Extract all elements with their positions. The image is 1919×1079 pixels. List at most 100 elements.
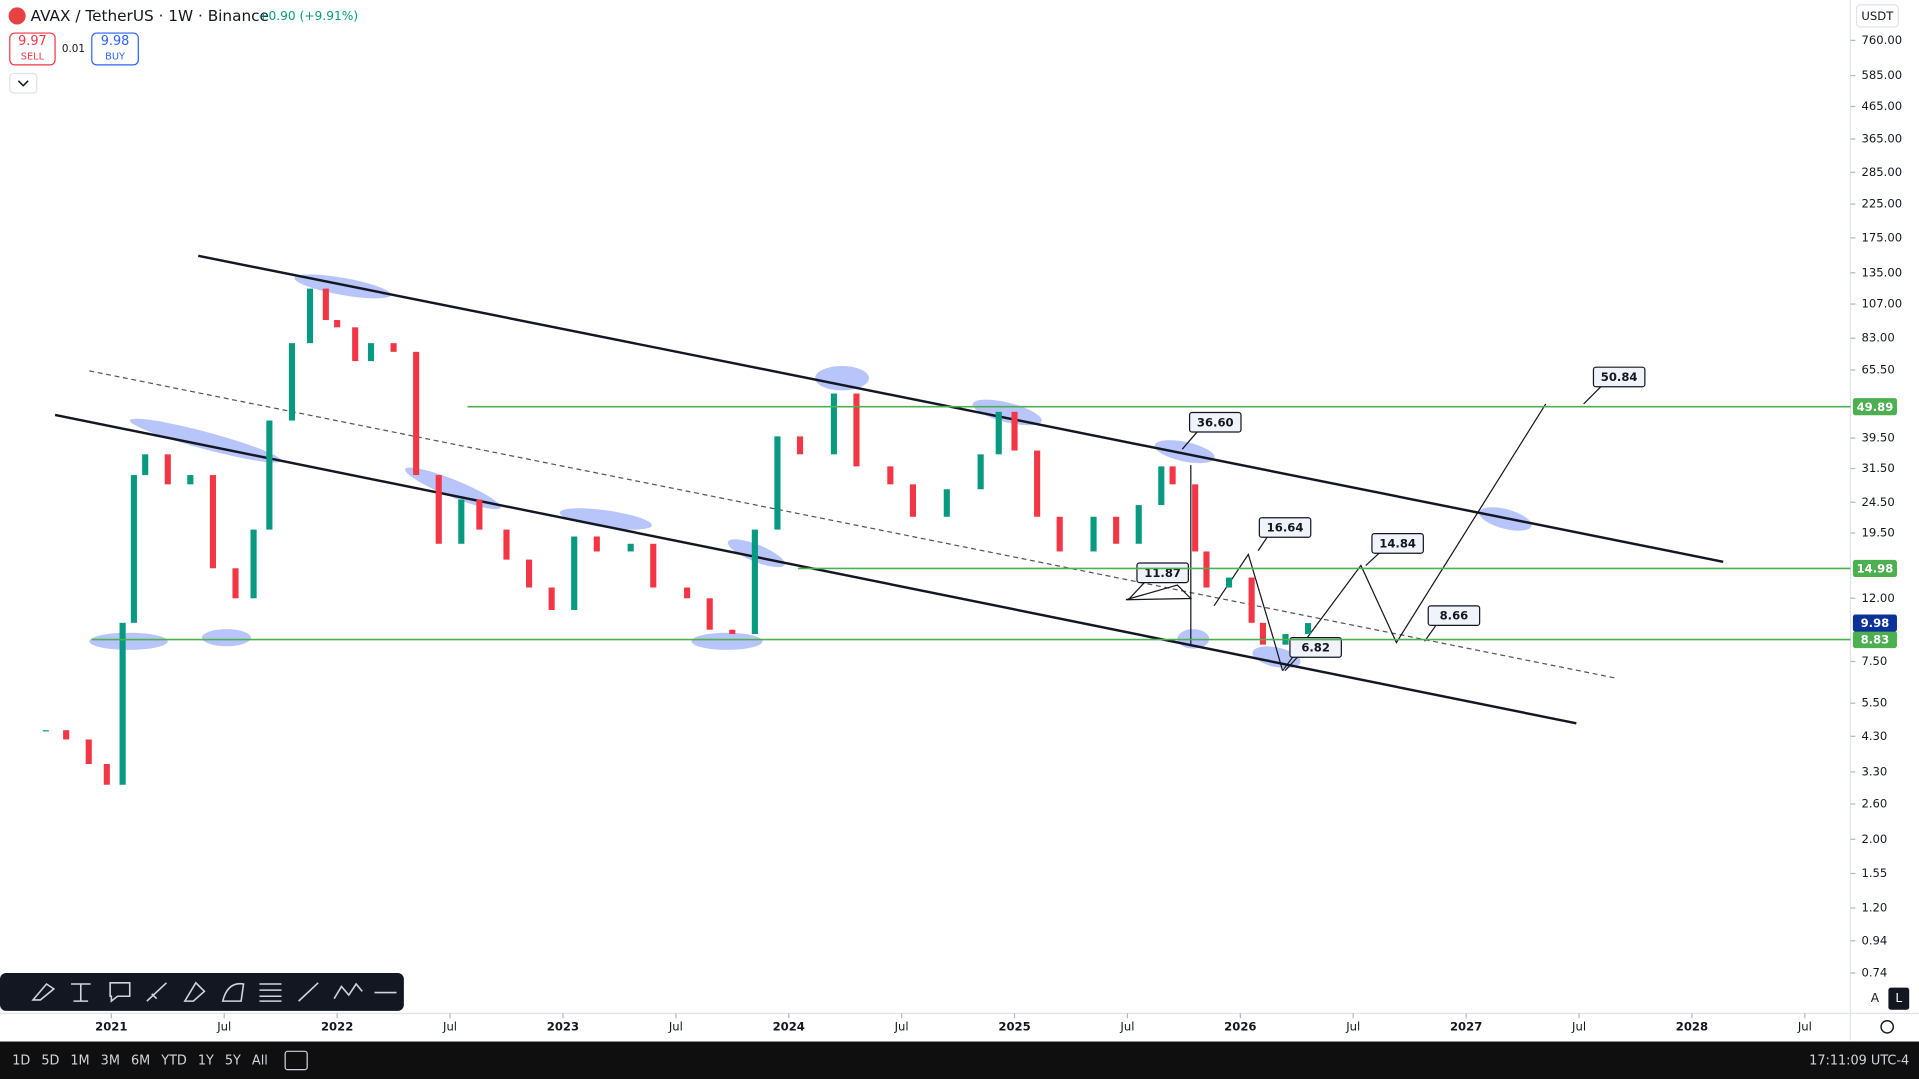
collapse-button[interactable]: [9, 72, 38, 94]
x-tick-label: 2023: [547, 1019, 579, 1033]
price-bar: [909, 484, 916, 517]
highlight: [201, 629, 251, 647]
y-tick-label: 2.00: [1861, 832, 1887, 846]
y-tick-label: 65.50: [1861, 363, 1894, 377]
range-button[interactable]: 1Y: [198, 1054, 214, 1069]
log-scale: L: [1895, 991, 1902, 1005]
header: AVAX / TetherUS · 1W · Binance +0.90 (+9…: [8, 7, 358, 94]
y-tick-label: 0.74: [1861, 965, 1887, 979]
tool-pen[interactable]: [146, 982, 167, 1002]
level-label: 14.98: [1857, 562, 1894, 576]
x-tick-label: Jul: [894, 1019, 909, 1033]
tool-shape[interactable]: [221, 982, 245, 1002]
callout-pointer: [1583, 385, 1603, 405]
range-button[interactable]: 6M: [131, 1054, 150, 1069]
y-tick-label: 12.00: [1861, 591, 1894, 605]
price-bar: [306, 288, 314, 344]
range-button[interactable]: 5D: [41, 1054, 59, 1069]
sell-label: SELL: [21, 51, 45, 62]
price-bar: [209, 475, 216, 569]
price-bar: [548, 587, 555, 610]
tool-callout[interactable]: [109, 981, 131, 1003]
clock: 17:11:09 UTC-4: [1809, 1054, 1909, 1069]
price-bar: [63, 730, 70, 740]
buy-price: 9.98: [101, 34, 130, 49]
x-tick-label: Jul: [668, 1019, 683, 1033]
x-tick-label: 2021: [95, 1019, 127, 1033]
projection-path: [1282, 403, 1547, 672]
footer-bg: [0, 1041, 1919, 1079]
footer: 17:11:09 UTC-4 1D 5D 1M 3M 6M YTD 1Y 5Y All: [0, 1041, 1919, 1079]
callout-pointer: [1365, 551, 1381, 566]
buy-label: BUY: [105, 51, 125, 62]
level-label: 8.83: [1861, 633, 1890, 647]
price-bar: [164, 454, 171, 485]
tool-pattern[interactable]: [333, 982, 363, 1000]
callout-pointer: [1257, 535, 1269, 552]
price-bar: [250, 529, 257, 599]
y-tick-label: 285.00: [1861, 165, 1902, 179]
price-bar: [1259, 622, 1266, 645]
price-bar: [435, 475, 442, 544]
range-button[interactable]: YTD: [160, 1054, 187, 1069]
price-bar: [887, 466, 894, 485]
tool-text[interactable]: [70, 983, 91, 1002]
level-label: 49.89: [1857, 400, 1894, 414]
settings-icon[interactable]: [1880, 1019, 1895, 1034]
buy-button[interactable]: [91, 32, 139, 66]
level-label-bg: [1852, 398, 1897, 416]
price-bar: [1011, 411, 1018, 451]
price-bar: [853, 393, 860, 467]
toolbar-bg: [0, 972, 404, 1011]
y-tick-label: 4.30: [1861, 729, 1887, 743]
x-tick-label: 2027: [1450, 1019, 1482, 1033]
price-bar: [130, 475, 137, 623]
price-bar: [142, 454, 149, 476]
tool-highlighter[interactable]: [183, 981, 206, 1002]
price-bar: [1169, 466, 1176, 485]
range-button[interactable]: All: [252, 1054, 268, 1069]
price-bars: [42, 288, 1312, 785]
auto-scale[interactable]: A: [1871, 991, 1880, 1005]
range-button[interactable]: 1D: [12, 1054, 30, 1069]
x-tick-label: 2024: [773, 1019, 805, 1033]
tool-fib[interactable]: [259, 983, 282, 1002]
currency-button[interactable]: [1855, 4, 1899, 28]
sell-button[interactable]: [9, 32, 56, 66]
x-tick-label: 2025: [998, 1019, 1030, 1033]
highlight: [559, 508, 652, 530]
price-bar: [1203, 551, 1210, 588]
price-bar: [650, 543, 657, 588]
y-tick-label: 3.30: [1861, 764, 1887, 778]
callout-pointer: [1424, 623, 1438, 642]
callout-text: 16.64: [1267, 521, 1304, 535]
callout-text: 8.66: [1440, 609, 1469, 623]
spread: 0.01: [62, 43, 85, 55]
chevron: [17, 80, 29, 87]
range-button[interactable]: 5Y: [225, 1054, 241, 1069]
price-bar: [525, 559, 533, 588]
callout-text: 11.87: [1144, 566, 1181, 580]
price-bar: [729, 629, 736, 635]
currency: USDT: [1861, 9, 1894, 23]
x-tick-label: Jul: [1571, 1019, 1586, 1033]
date-range-button[interactable]: [284, 1050, 308, 1071]
callout-box: [1427, 605, 1481, 627]
y-tick-label: 24.50: [1861, 495, 1894, 509]
price-bar: [288, 343, 296, 421]
callout-box: [1188, 411, 1242, 433]
log-scale-button[interactable]: [1888, 987, 1910, 1010]
range-button[interactable]: 3M: [101, 1054, 120, 1069]
price-bar: [42, 730, 49, 732]
tool-brush[interactable]: [31, 982, 56, 1001]
level-label-bg: [1852, 630, 1897, 649]
price-bar: [458, 499, 465, 544]
last-price-label: 9.98: [1861, 616, 1890, 630]
callout-box: [1289, 637, 1342, 658]
drawing-toolbar: [0, 972, 404, 1011]
y-tick-label: 2.60: [1861, 796, 1887, 810]
range-button[interactable]: 1M: [70, 1054, 89, 1069]
tool-trendline[interactable]: [298, 982, 319, 1002]
